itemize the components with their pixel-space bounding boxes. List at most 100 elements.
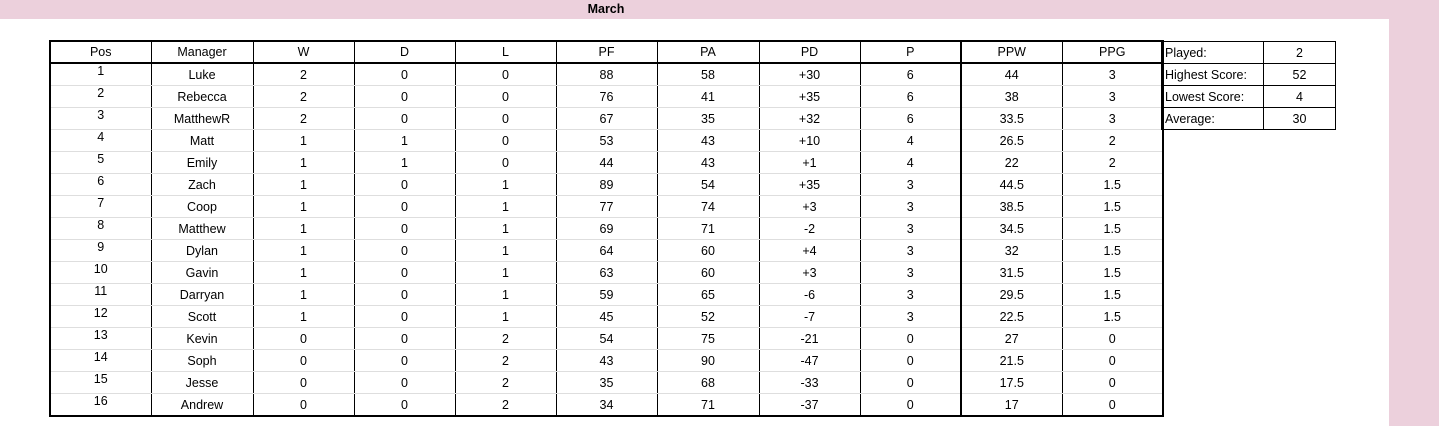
cell-pf[interactable]: 76 (555, 85, 658, 108)
cell-manager[interactable]: Andrew (150, 393, 254, 417)
cell-ppw[interactable]: 17.5 (960, 371, 1063, 394)
cell-ppg[interactable]: 1.5 (1061, 239, 1164, 262)
header-pos[interactable]: Pos (49, 41, 152, 64)
cell-pf[interactable]: 69 (555, 217, 658, 240)
cell-pd[interactable]: +35 (758, 85, 861, 108)
header-pf[interactable]: PF (555, 41, 658, 64)
cell-pf[interactable]: 43 (555, 349, 658, 372)
cell-pos[interactable]: 8 (49, 217, 152, 240)
cell-pos[interactable]: 4 (49, 129, 152, 152)
played-value[interactable]: 2 (1263, 41, 1336, 64)
cell-ppg[interactable]: 3 (1061, 107, 1164, 130)
cell-ppw[interactable]: 44 (960, 63, 1063, 86)
cell-p[interactable]: 3 (859, 217, 962, 240)
header-pa[interactable]: PA (656, 41, 760, 64)
cell-d[interactable]: 0 (353, 393, 456, 417)
cell-ppw[interactable]: 29.5 (960, 283, 1063, 306)
cell-l[interactable]: 1 (454, 173, 557, 196)
cell-d[interactable]: 1 (353, 129, 456, 152)
cell-manager[interactable]: Zach (150, 173, 254, 196)
cell-ppg[interactable]: 2 (1061, 151, 1164, 174)
cell-l[interactable]: 2 (454, 349, 557, 372)
played-label[interactable]: Played: (1161, 41, 1264, 64)
cell-d[interactable]: 0 (353, 283, 456, 306)
cell-l[interactable]: 0 (454, 85, 557, 108)
cell-ppw[interactable]: 38 (960, 85, 1063, 108)
cell-w[interactable]: 2 (252, 63, 355, 86)
cell-pa[interactable]: 41 (656, 85, 760, 108)
cell-pos[interactable]: 13 (49, 327, 152, 350)
cell-ppw[interactable]: 32 (960, 239, 1063, 262)
cell-d[interactable]: 0 (353, 107, 456, 130)
cell-pd[interactable]: -2 (758, 217, 861, 240)
cell-pos[interactable]: 3 (49, 107, 152, 130)
cell-d[interactable]: 0 (353, 63, 456, 86)
cell-w[interactable]: 1 (252, 173, 355, 196)
cell-pd[interactable]: +3 (758, 195, 861, 218)
cell-l[interactable]: 1 (454, 217, 557, 240)
cell-pf[interactable]: 45 (555, 305, 658, 328)
cell-pa[interactable]: 75 (656, 327, 760, 350)
header-l[interactable]: L (454, 41, 557, 64)
cell-pf[interactable]: 54 (555, 327, 658, 350)
cell-ppg[interactable]: 0 (1061, 349, 1164, 372)
cell-pa[interactable]: 35 (656, 107, 760, 130)
cell-manager[interactable]: Darryan (150, 283, 254, 306)
cell-w[interactable]: 1 (252, 305, 355, 328)
cell-ppw[interactable]: 33.5 (960, 107, 1063, 130)
cell-p[interactable]: 6 (859, 63, 962, 86)
cell-pf[interactable]: 88 (555, 63, 658, 86)
cell-w[interactable]: 2 (252, 107, 355, 130)
cell-pd[interactable]: -37 (758, 393, 861, 417)
cell-manager[interactable]: Jesse (150, 371, 254, 394)
cell-pos[interactable]: 11 (49, 283, 152, 306)
cell-ppw[interactable]: 44.5 (960, 173, 1063, 196)
cell-pa[interactable]: 43 (656, 151, 760, 174)
cell-pos[interactable]: 14 (49, 349, 152, 372)
cell-ppw[interactable]: 22 (960, 151, 1063, 174)
cell-w[interactable]: 0 (252, 349, 355, 372)
cell-pf[interactable]: 77 (555, 195, 658, 218)
cell-d[interactable]: 0 (353, 173, 456, 196)
cell-ppw[interactable]: 17 (960, 393, 1063, 417)
cell-p[interactable]: 0 (859, 327, 962, 350)
cell-pos[interactable]: 6 (49, 173, 152, 196)
header-manager[interactable]: Manager (150, 41, 254, 64)
cell-w[interactable]: 2 (252, 85, 355, 108)
cell-manager[interactable]: Rebecca (150, 85, 254, 108)
cell-ppg[interactable]: 0 (1061, 393, 1164, 417)
cell-p[interactable]: 4 (859, 151, 962, 174)
cell-w[interactable]: 0 (252, 371, 355, 394)
cell-pa[interactable]: 68 (656, 371, 760, 394)
cell-w[interactable]: 1 (252, 261, 355, 284)
cell-pa[interactable]: 43 (656, 129, 760, 152)
cell-ppg[interactable]: 0 (1061, 371, 1164, 394)
cell-pf[interactable]: 67 (555, 107, 658, 130)
cell-pos[interactable]: 15 (49, 371, 152, 394)
cell-pa[interactable]: 54 (656, 173, 760, 196)
cell-pd[interactable]: +4 (758, 239, 861, 262)
cell-pa[interactable]: 65 (656, 283, 760, 306)
header-w[interactable]: W (252, 41, 355, 64)
cell-pd[interactable]: +30 (758, 63, 861, 86)
cell-pa[interactable]: 58 (656, 63, 760, 86)
highest-score-label[interactable]: Highest Score: (1161, 63, 1264, 86)
cell-w[interactable]: 1 (252, 129, 355, 152)
cell-p[interactable]: 3 (859, 261, 962, 284)
cell-pa[interactable]: 90 (656, 349, 760, 372)
cell-pos[interactable]: 9 (49, 239, 152, 262)
cell-pd[interactable]: -47 (758, 349, 861, 372)
cell-l[interactable]: 0 (454, 107, 557, 130)
cell-pd[interactable]: +35 (758, 173, 861, 196)
cell-d[interactable]: 0 (353, 239, 456, 262)
cell-ppw[interactable]: 31.5 (960, 261, 1063, 284)
cell-l[interactable]: 1 (454, 283, 557, 306)
cell-ppw[interactable]: 21.5 (960, 349, 1063, 372)
cell-manager[interactable]: Emily (150, 151, 254, 174)
cell-manager[interactable]: Matt (150, 129, 254, 152)
cell-pd[interactable]: +1 (758, 151, 861, 174)
cell-p[interactable]: 0 (859, 349, 962, 372)
cell-pf[interactable]: 44 (555, 151, 658, 174)
cell-p[interactable]: 3 (859, 195, 962, 218)
cell-p[interactable]: 3 (859, 305, 962, 328)
